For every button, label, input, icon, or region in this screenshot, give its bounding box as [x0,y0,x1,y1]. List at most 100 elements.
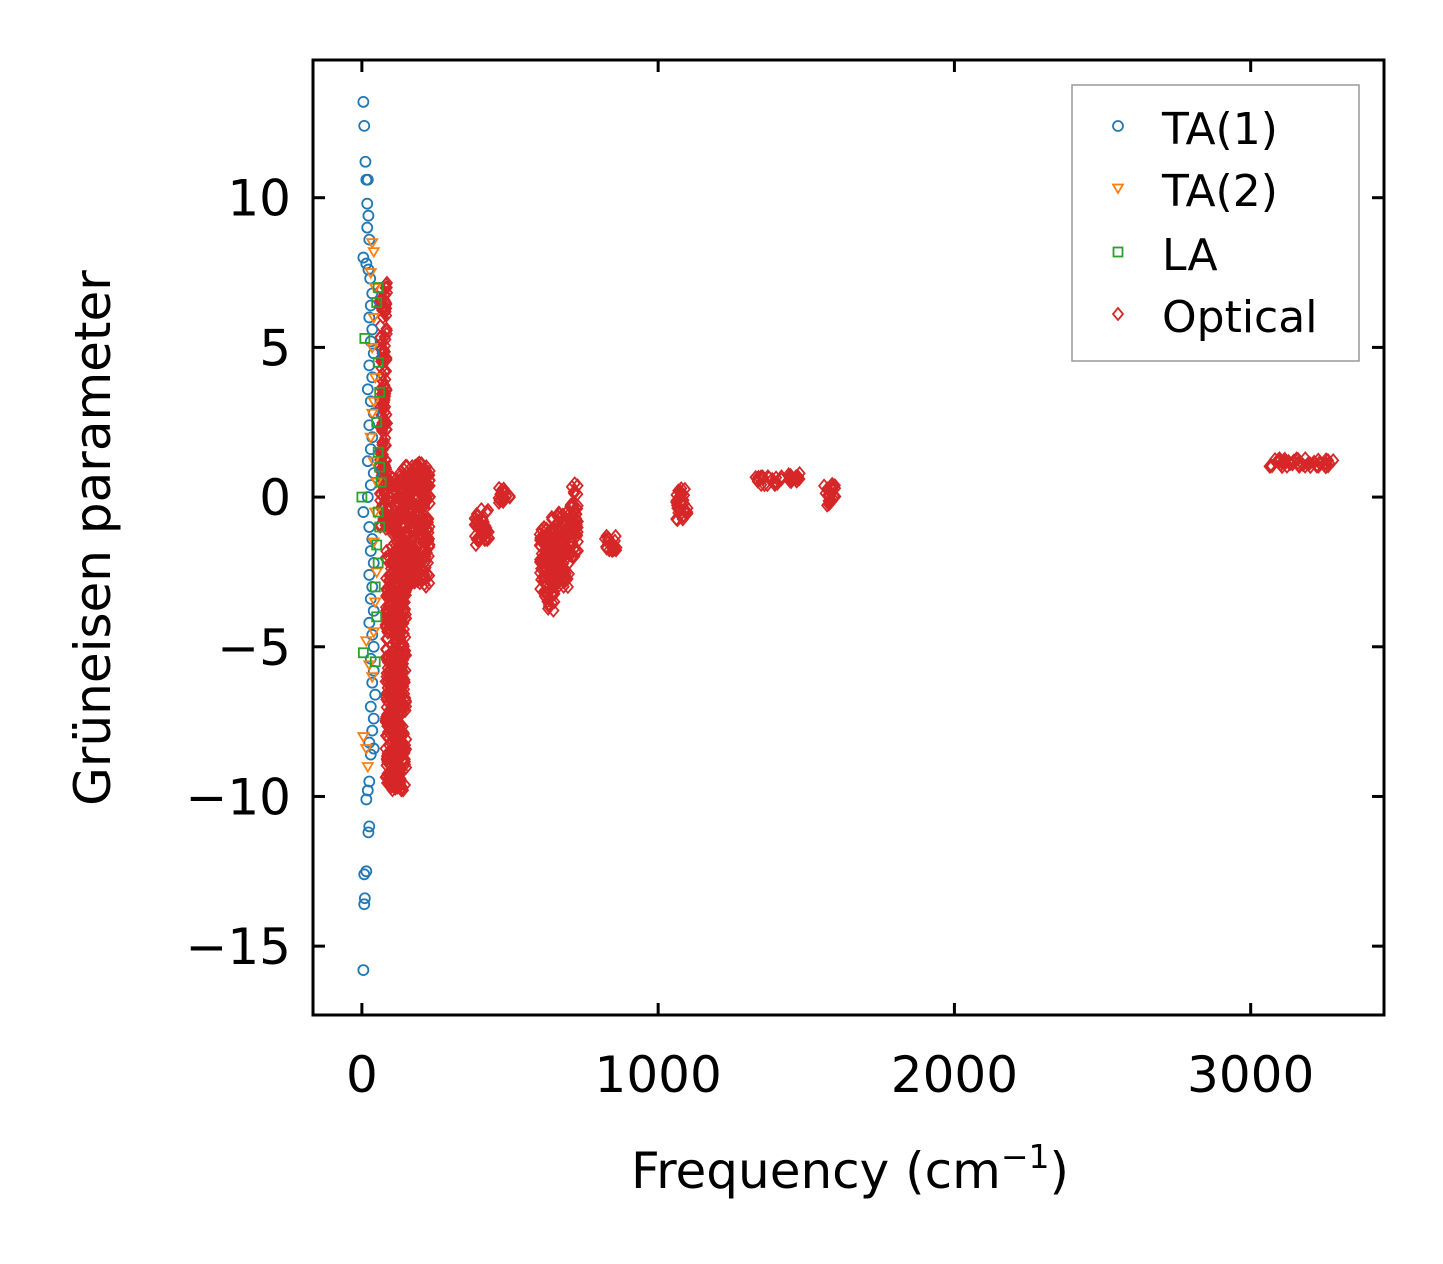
data-point-la [371,416,383,428]
data-point-optical [378,338,392,354]
data-point-optical [681,505,694,521]
data-point-optical [379,599,393,615]
data-point-optical [398,751,411,767]
data-point-ta1 [363,419,376,432]
data-point-la [369,581,381,593]
data-point-ta1 [366,724,379,737]
data-point-optical [539,586,553,602]
data-point-ta2 [368,283,382,295]
data-point-optical [395,648,408,663]
data-point-optical [548,594,561,610]
data-point-ta1 [361,455,374,468]
data-point-optical [411,573,424,589]
data-point-optical [389,602,402,618]
data-point-ta2 [365,238,379,250]
data-point-optical [389,611,402,627]
data-point-optical [390,699,404,715]
data-point-optical [397,550,410,566]
data-point-optical [548,543,561,559]
data-point-optical [546,551,560,567]
data-point-ta2 [359,636,373,648]
data-point-ta1 [357,964,370,976]
data-point-optical [494,486,508,501]
data-point-la [371,539,383,551]
legend-marker-la [1112,246,1124,258]
legend-marker-optical [1111,306,1125,322]
data-point-ta2 [364,268,378,280]
data-point-optical [379,453,393,469]
y-tick-label: −10 [185,768,291,826]
data-point-optical [418,563,431,578]
data-point-ta1 [363,820,376,833]
data-point-optical [824,493,838,509]
data-point-optical [376,302,389,318]
data-point-la [356,491,368,503]
data-point-optical [600,541,613,556]
y-tick-label: 5 [259,319,291,377]
data-point-optical [761,469,775,484]
data-point-optical [390,735,403,751]
data-point-optical [411,460,424,476]
data-point-optical [395,696,409,711]
data-point-optical [384,495,398,511]
data-point-optical [406,542,419,558]
data-point-la [372,446,384,458]
data-point-optical [421,492,434,508]
data-point-optical [380,631,393,647]
data-point-optical [768,474,781,490]
data-point-ta1 [364,700,377,713]
data-point-optical [379,649,393,665]
data-point-optical [492,495,506,511]
data-point-la [359,333,371,344]
data-point-optical [1263,458,1276,474]
data-point-optical [379,372,392,387]
data-point-la [372,356,384,368]
legend-label-ta2: TA(2) [1161,166,1278,217]
data-point-optical [380,708,394,724]
data-point-optical [678,481,692,497]
data-point-la [371,611,383,623]
data-point-la [372,506,384,518]
data-point-optical [422,525,435,541]
x-tick-label: 2000 [891,1046,1018,1104]
data-point-la [372,557,384,569]
plot-frame [311,58,1386,1017]
data-point-optical [1322,455,1336,471]
data-point-ta2 [365,342,379,355]
series-optical [373,275,1340,798]
data-point-optical [390,760,403,775]
data-point-optical [389,604,403,620]
y-tick-label: 10 [227,170,291,228]
data-point-optical [419,518,432,534]
data-point-la [374,386,386,398]
y-tick-label: −15 [185,918,291,976]
legend-marker-ta1 [1112,120,1124,132]
data-point-optical [565,537,579,553]
data-point-ta2 [368,507,382,519]
data-point-optical [388,623,402,639]
data-point-optical [391,584,404,600]
legend-label-optical: Optical [1162,292,1317,343]
data-point-optical [479,531,492,547]
data-point-ta1 [357,96,370,108]
data-point-optical [396,652,409,668]
data-point-optical [406,472,420,488]
data-point-optical [422,575,436,591]
data-point-ta1 [367,640,380,653]
data-point-optical [412,521,426,537]
legend-label-ta1: TA(1) [1161,104,1278,155]
data-point-optical [392,677,405,693]
data-point-optical [560,572,573,588]
data-point-la [372,282,384,293]
data-point-optical [1303,455,1317,471]
data-point-optical [380,752,394,768]
data-point-optical [411,507,425,523]
data-point-optical [791,470,804,486]
data-point-ta1 [358,892,371,905]
data-point-optical [790,474,803,489]
data-point-optical [468,517,481,533]
x-tick-label: 3000 [1187,1046,1314,1104]
data-point-optical [378,344,391,360]
data-point-optical [403,557,416,573]
data-point-optical [469,537,483,553]
